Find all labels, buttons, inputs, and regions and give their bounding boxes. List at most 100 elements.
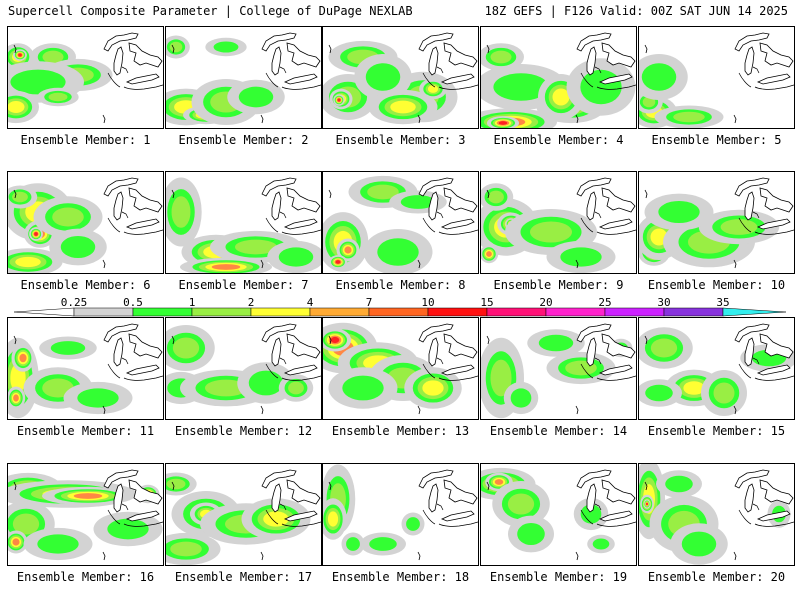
ensemble-member-panel [165, 171, 322, 274]
ensemble-member-label: Ensemble Member: 19 [489, 570, 628, 584]
scp-contour-fill [344, 246, 352, 254]
colorbar-segment [368, 307, 429, 317]
coastline [422, 72, 436, 88]
scp-contour-fill [560, 247, 602, 267]
river-line [644, 481, 648, 491]
river-line [260, 259, 264, 269]
coastline [436, 66, 444, 74]
scp-contour-fill [288, 381, 304, 395]
ensemble-member-label: Ensemble Member: 9 [493, 278, 624, 292]
model-run-info: 18Z GEFS | F126 Valid: 00Z SAT JUN 14 20… [484, 4, 788, 18]
scp-contour-fill [390, 100, 416, 114]
coastline [754, 84, 794, 90]
ensemble-member-panel [480, 26, 637, 129]
scp-contour-fill [406, 517, 420, 531]
scp-contour-fill [720, 219, 758, 235]
river-line [328, 481, 332, 491]
scp-field-map [323, 175, 478, 273]
river-line [575, 259, 579, 269]
great-lake-outline [759, 42, 794, 68]
coastline [596, 521, 636, 527]
river-line [328, 335, 332, 345]
scp-contour-fill [238, 86, 274, 108]
scp-contour-fill [580, 504, 602, 524]
ensemble-member-panel [638, 171, 795, 274]
ensemble-member-label: Ensemble Member: 7 [178, 278, 309, 292]
scp-field-map [481, 323, 636, 419]
ensemble-member-label: Ensemble Member: 14 [489, 424, 628, 438]
great-lake-outline [734, 323, 770, 343]
scp-field-map [323, 32, 478, 125]
scp-contour-fill [12, 513, 40, 535]
colorbar-tick-label: 20 [539, 296, 552, 309]
river-line [575, 551, 579, 561]
colorbar-segment [486, 307, 547, 317]
colorbar-segment [132, 307, 193, 317]
scp-contour-fill [365, 63, 401, 91]
scp-field-map [166, 177, 321, 273]
great-lake-outline [576, 32, 612, 52]
scp-field-map [166, 469, 321, 565]
ensemble-member-panel [7, 317, 164, 420]
coastline [752, 357, 760, 365]
scp-contour-fill [19, 353, 27, 363]
scp-contour-fill [171, 196, 191, 228]
colorbar-segment [545, 307, 606, 317]
scp-contour-fill [12, 191, 28, 203]
river-line [102, 551, 106, 561]
ensemble-member-panel [165, 26, 322, 129]
great-lake-outline [418, 323, 454, 343]
coastline [123, 375, 163, 381]
coastline [281, 375, 321, 381]
ensemble-member-label: Ensemble Member: 18 [331, 570, 470, 584]
scp-field-map [481, 467, 636, 561]
great-lake-outline [113, 46, 124, 76]
great-lake-outline [744, 337, 755, 367]
coastline [422, 217, 436, 233]
great-lake-outline [756, 73, 791, 85]
great-lake-outline [271, 191, 282, 221]
coastline [594, 357, 602, 365]
scp-contour-fill [18, 53, 22, 57]
great-lake-outline [128, 479, 163, 505]
scp-contour-fill [367, 184, 399, 200]
river-line [171, 189, 175, 199]
scp-field-map [481, 32, 636, 128]
great-lake-outline [744, 191, 755, 221]
ensemble-member-panel [480, 463, 637, 566]
coastline [123, 229, 163, 235]
scp-contour-fill [490, 359, 512, 397]
river-line [486, 335, 490, 345]
great-lake-outline [128, 42, 163, 68]
ensemble-member-panel [165, 317, 322, 420]
great-lake-outline [744, 46, 755, 76]
great-lake-outline [576, 177, 612, 197]
colorbar-right-arrow [722, 307, 787, 317]
great-lake-outline [734, 469, 770, 489]
ensemble-member-label: Ensemble Member: 8 [335, 278, 466, 292]
scp-contour-fill [248, 370, 284, 396]
coastline [265, 217, 279, 233]
river-line [13, 335, 17, 345]
river-line [575, 405, 579, 415]
scp-contour-fill [10, 69, 66, 95]
scp-contour-fill [592, 538, 610, 550]
coastline [265, 363, 279, 379]
coastline [594, 66, 602, 74]
coastline [107, 217, 121, 233]
ensemble-member-label: Ensemble Member: 12 [174, 424, 313, 438]
scp-contour-fill [665, 475, 693, 493]
coastline [738, 217, 752, 233]
scp-contour-fill [213, 41, 239, 53]
coastline [738, 363, 752, 379]
coastline [107, 72, 121, 88]
coastline [436, 503, 444, 511]
great-lake-outline [440, 510, 475, 522]
scp-field-map [8, 32, 163, 124]
colorbar-segment [309, 307, 370, 317]
coastline [438, 375, 478, 381]
great-lake-outline [271, 337, 282, 367]
scp-contour-fill [658, 200, 700, 224]
ensemble-member-panel [7, 463, 164, 566]
river-line [417, 405, 421, 415]
